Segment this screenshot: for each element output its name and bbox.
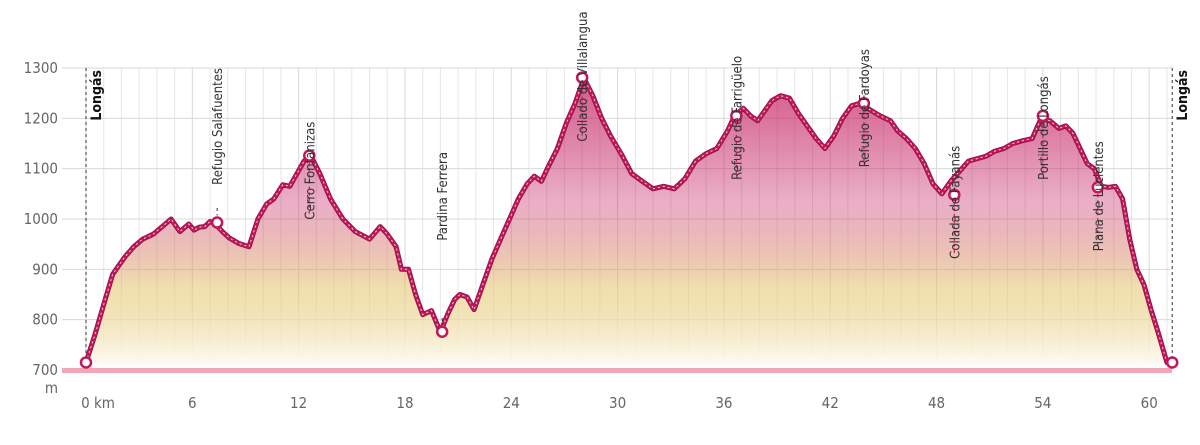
poi-label: Collado de Villalangua (576, 11, 591, 141)
x-tick-label: 24 (503, 394, 520, 412)
x-tick-label: 42 (822, 394, 839, 412)
elevation-area (86, 78, 1173, 370)
x-tick-label: 36 (715, 394, 732, 412)
y-tick-label: 1000 (24, 210, 58, 228)
y-tick-label: 1200 (24, 109, 58, 127)
poi-dot (730, 109, 743, 123)
x-tick-label: 0 km (81, 394, 115, 412)
x-tick-label: 48 (928, 394, 945, 412)
poi-dot (303, 149, 316, 162)
poi-dot (948, 188, 961, 202)
poi-dot (435, 325, 449, 338)
poi-label: Longás (89, 70, 105, 121)
poi-marker: Refugio de Farrigüelo (730, 56, 745, 180)
poi-label: Pardina Ferrera (436, 152, 451, 241)
poi-dot (1036, 109, 1050, 123)
x-tick-label: 6 (188, 394, 197, 412)
poi-marker: Portillo de Longás (1036, 76, 1052, 180)
baseline (62, 368, 1172, 373)
poi-dot (857, 96, 871, 110)
poi-marker: Plana de Lucientes (1091, 141, 1107, 251)
y-tick-label: 1100 (24, 160, 58, 178)
y-tick-label: 900 (32, 260, 58, 278)
poi-dot (210, 216, 224, 229)
poi-label: Plana de Lucientes (1092, 141, 1107, 251)
poi-dot (1165, 356, 1179, 369)
poi-marker: Refugio de Fardoyas (857, 49, 873, 167)
poi-label: Portillo de Longás (1037, 76, 1052, 180)
poi-marker: Collada de Fayanás (948, 146, 963, 259)
elevation-line-dash (85, 76, 1173, 363)
poi-label: Refugio de Farrigüelo (730, 56, 745, 180)
y-tick-label: 1300 (24, 59, 58, 77)
poi-label: Longás (1175, 70, 1191, 121)
poi-dot (1091, 181, 1105, 194)
y-unit-label: m (45, 379, 58, 397)
elevation-fill (86, 78, 1173, 370)
poi-marker: Collado de Villalangua (575, 11, 591, 142)
x-tick-label: 12 (290, 394, 307, 412)
poi-dot (79, 356, 93, 369)
poi-marker: Longás (1165, 68, 1191, 369)
poi-dot (575, 71, 589, 84)
poi-label: Refugio de Fardoyas (858, 49, 873, 167)
x-tick-label: 60 (1141, 394, 1158, 412)
x-tick-label: 54 (1034, 394, 1051, 412)
poi-marker: Refugio Salafuentes (210, 68, 226, 229)
poi-label: Collada de Fayanás (948, 146, 963, 259)
points-of-interest: Longás Refugio Salafuentes Cerro Fontaniza… (79, 11, 1191, 369)
poi-marker: Longás (79, 68, 105, 369)
poi-label: Refugio Salafuentes (211, 68, 226, 185)
y-tick-label: 800 (32, 311, 58, 329)
poi-label: Cerro Fontanizas (303, 122, 318, 220)
y-tick-label: 700 (32, 361, 58, 379)
x-tick-label: 18 (396, 394, 413, 412)
axis-labels: m 700 800 900 1000 1100 1200 1300 0 km 6 12 18 24 30… (24, 59, 1158, 412)
poi-marker: Cerro Fontanizas (303, 122, 318, 220)
elevation-line (83, 75, 1173, 365)
baseline-band (62, 368, 1172, 373)
poi-marker: Pardina Ferrera (435, 152, 451, 338)
x-tick-label: 30 (609, 394, 626, 412)
